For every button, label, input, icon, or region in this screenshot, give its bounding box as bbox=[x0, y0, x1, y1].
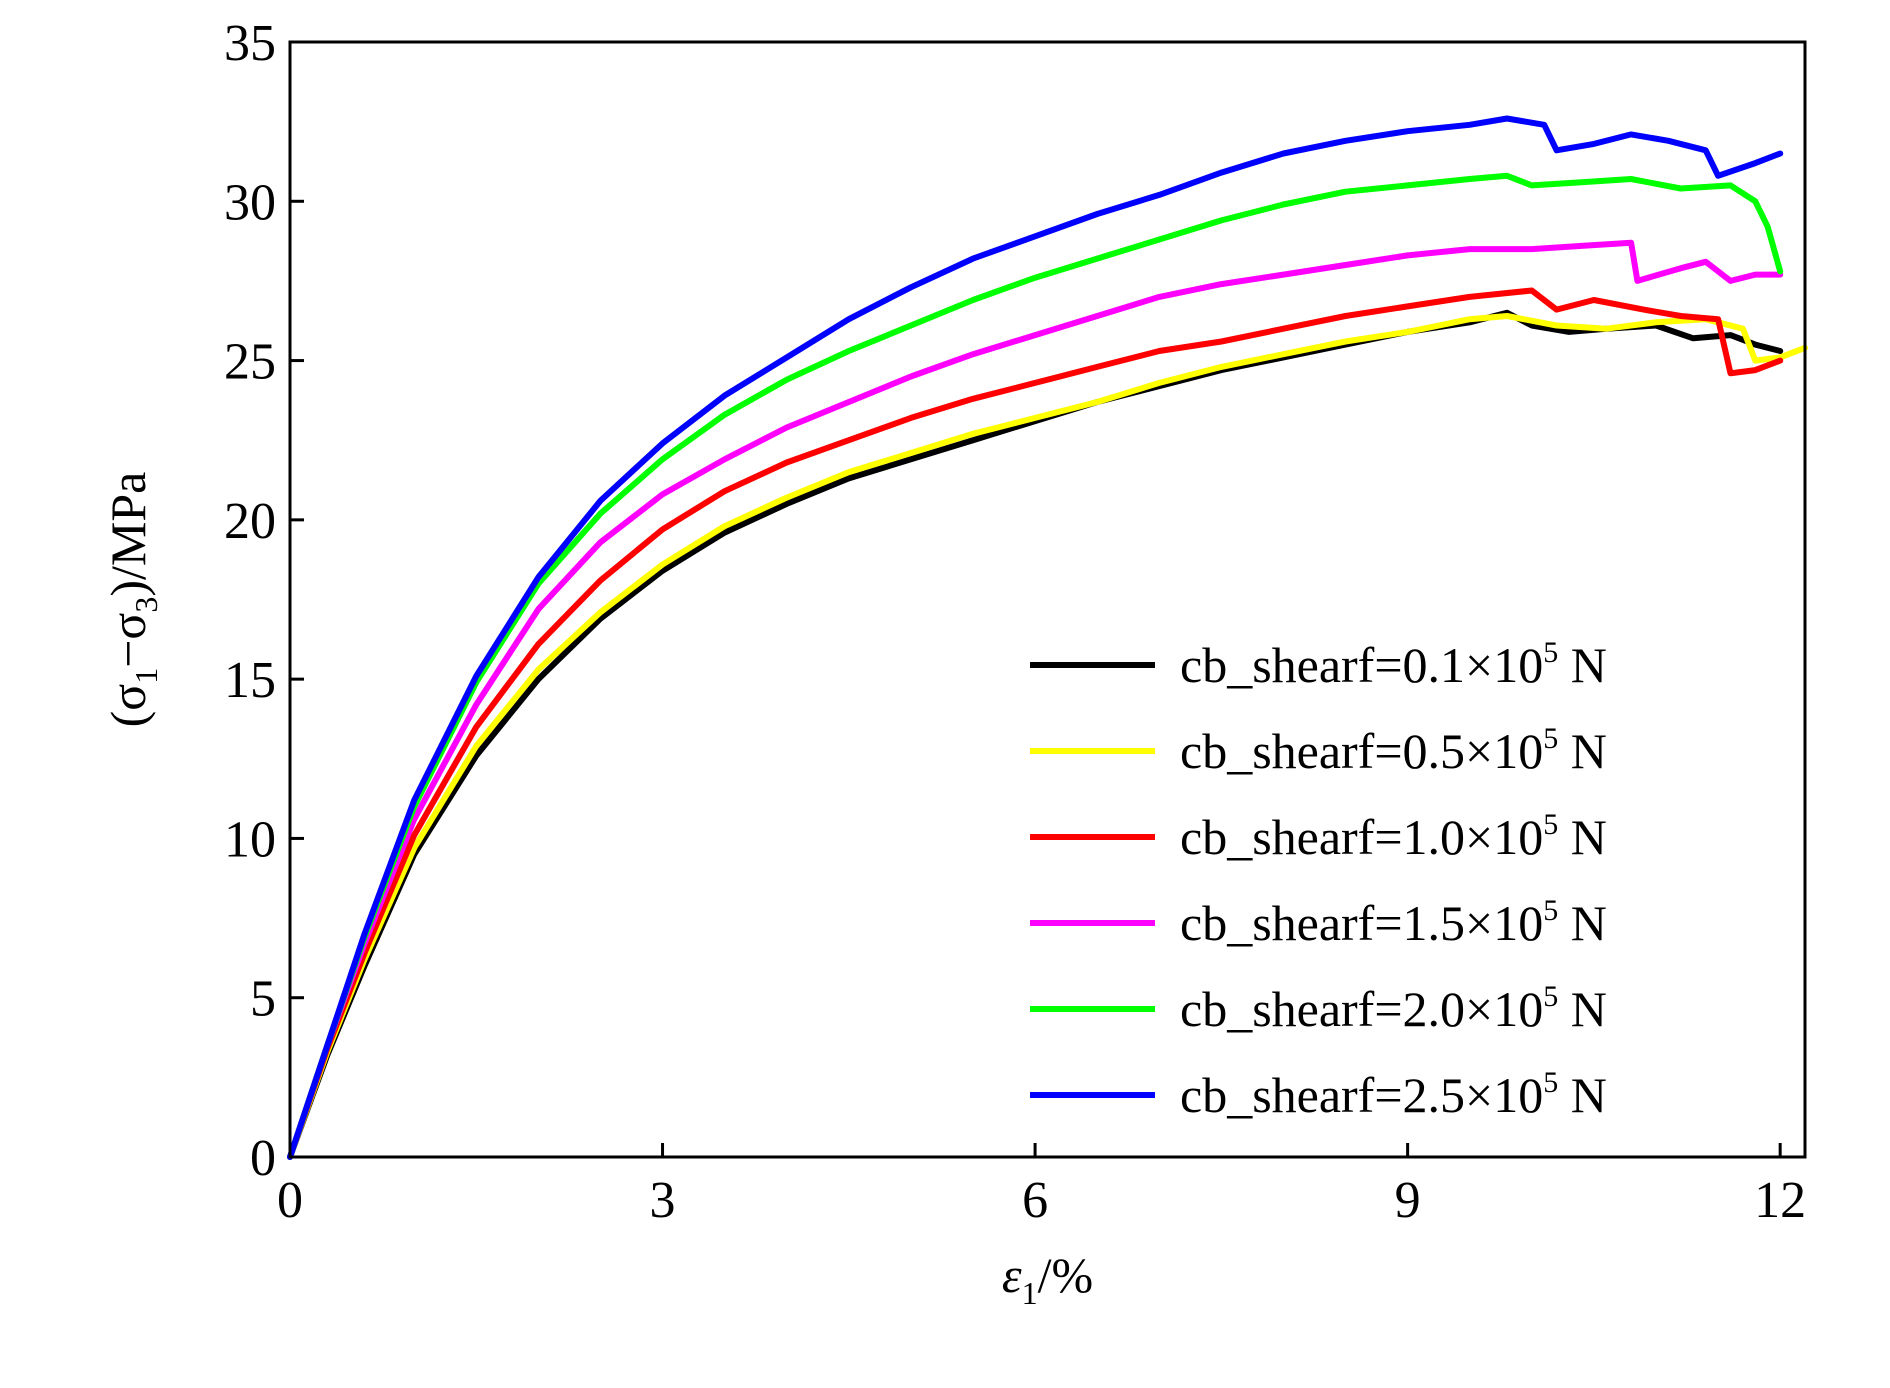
series-line-2 bbox=[287, 313, 1808, 1160]
series-line-5 bbox=[287, 172, 1784, 1160]
y-axis-label-p3: )/MPa bbox=[100, 472, 156, 597]
legend-label-4: cb_shearf=1.5×105 N bbox=[1180, 894, 1607, 951]
legend-label-exponent: 5 bbox=[1543, 636, 1558, 669]
tick-layer: 0 3 6 9 12 0 5 10 15 20 25 30 35 bbox=[224, 15, 1806, 1229]
legend-label-main: cb_shearf=0.1×10 bbox=[1180, 637, 1543, 693]
legend-label-exponent: 5 bbox=[1543, 722, 1558, 755]
legend-label-unit: N bbox=[1558, 895, 1607, 951]
series-line-4 bbox=[287, 239, 1784, 1160]
legend-label-5: cb_shearf=2.0×105 N bbox=[1180, 980, 1607, 1037]
series-line-3 bbox=[287, 287, 1784, 1160]
y-axis-label-s1: 1 bbox=[128, 668, 164, 684]
legend-label-1: cb_shearf=0.1×105 N bbox=[1180, 636, 1607, 693]
x-tick-label: 3 bbox=[650, 1172, 676, 1229]
legend-label-main: cb_shearf=2.5×10 bbox=[1180, 1067, 1543, 1123]
series-line-6 bbox=[287, 115, 1784, 1160]
x-axis-label-sub: 1 bbox=[1022, 1275, 1038, 1311]
legend-label-exponent: 5 bbox=[1543, 980, 1558, 1013]
x-axis-label-tail: /% bbox=[1038, 1247, 1094, 1303]
x-tick-label: 0 bbox=[277, 1172, 303, 1229]
y-tick-label: 20 bbox=[224, 493, 276, 550]
legend-label-main: cb_shearf=1.0×10 bbox=[1180, 809, 1543, 865]
y-axis-label-s2: 3 bbox=[128, 597, 164, 613]
x-axis-label-main: ε bbox=[1002, 1247, 1022, 1303]
legend-label-unit: N bbox=[1558, 1067, 1607, 1123]
x-axis-label: ε1/% bbox=[1002, 1247, 1093, 1311]
y-tick-label: 10 bbox=[224, 811, 276, 868]
legend-label-exponent: 5 bbox=[1543, 808, 1558, 841]
y-tick-label: 35 bbox=[224, 15, 276, 72]
y-tick-label: 25 bbox=[224, 334, 276, 391]
legend-label-2: cb_shearf=0.5×105 N bbox=[1180, 722, 1607, 779]
x-tick-label: 6 bbox=[1022, 1172, 1048, 1229]
plot-frame bbox=[288, 40, 1807, 1159]
legend-label-unit: N bbox=[1558, 981, 1607, 1037]
legend-label-exponent: 5 bbox=[1543, 894, 1558, 927]
legend-label-main: cb_shearf=2.0×10 bbox=[1180, 981, 1543, 1037]
series-layer bbox=[287, 115, 1808, 1160]
legend: cb_shearf=0.1×105 Ncb_shearf=0.5×105 Ncb… bbox=[1030, 636, 1607, 1123]
y-tick-label: 5 bbox=[250, 971, 276, 1028]
y-tick-label: 15 bbox=[224, 652, 276, 709]
y-tick-label: 0 bbox=[250, 1130, 276, 1187]
x-tick-label: 9 bbox=[1395, 1172, 1421, 1229]
legend-label-unit: N bbox=[1558, 637, 1607, 693]
legend-label-exponent: 5 bbox=[1543, 1066, 1558, 1099]
legend-label-main: cb_shearf=0.5×10 bbox=[1180, 723, 1543, 779]
y-tick-label: 30 bbox=[224, 174, 276, 231]
y-axis-label-p1: (σ bbox=[100, 684, 156, 728]
legend-label-6: cb_shearf=2.5×105 N bbox=[1180, 1066, 1607, 1123]
legend-label-unit: N bbox=[1558, 809, 1607, 865]
legend-label-3: cb_shearf=1.0×105 N bbox=[1180, 808, 1607, 865]
y-axis-label: (σ1−σ3)/MPa bbox=[100, 472, 164, 728]
x-tick-label: 12 bbox=[1754, 1172, 1806, 1229]
y-axis-label-p2: −σ bbox=[100, 613, 156, 668]
legend-label-main: cb_shearf=1.5×10 bbox=[1180, 895, 1543, 951]
legend-label-unit: N bbox=[1558, 723, 1607, 779]
